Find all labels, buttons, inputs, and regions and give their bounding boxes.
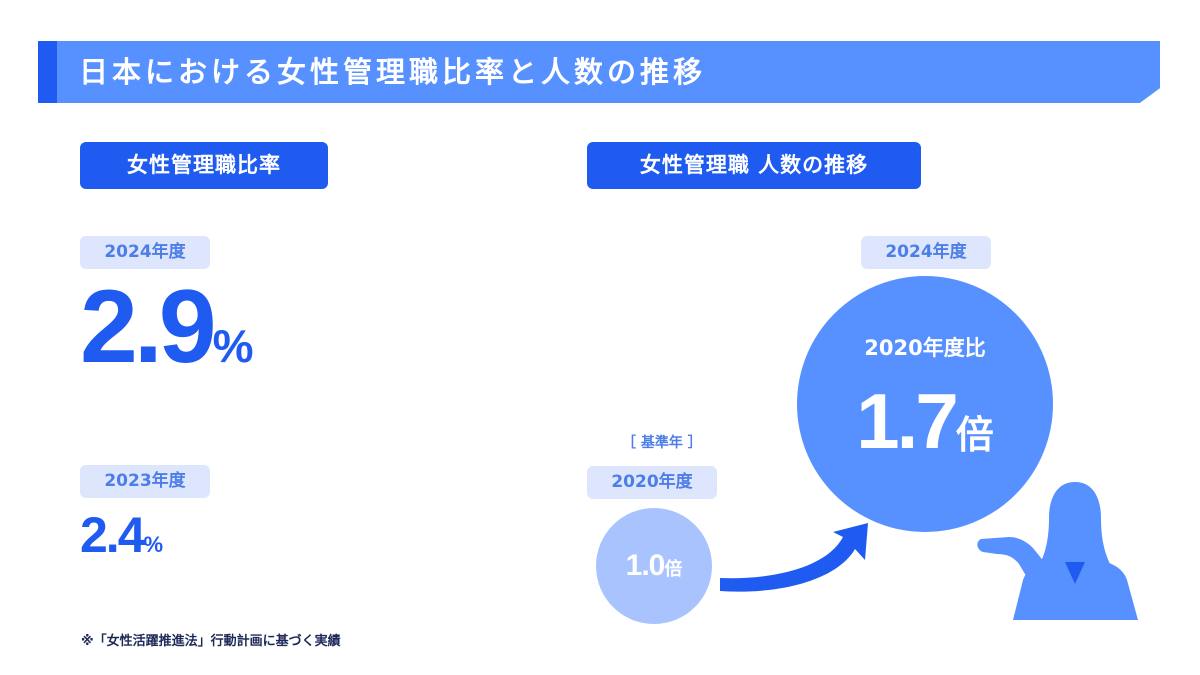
base-multiplier-number: 1.0 xyxy=(625,549,666,582)
growth-multiplier-number: 1.7 xyxy=(856,376,958,465)
base-multiplier-unit: 倍 xyxy=(664,559,683,579)
header-banner xyxy=(38,41,1160,103)
ratio-2024-unit: % xyxy=(212,320,254,372)
base-multiplier: 1.0倍 xyxy=(626,549,683,583)
presenter-woman-icon xyxy=(977,482,1138,620)
ratio-2024-value: 2.9% xyxy=(80,268,254,385)
ratio-2023-unit: % xyxy=(143,532,164,557)
base-year-circle: 1.0倍 xyxy=(596,508,712,624)
year-2024-pill: 2024年度 xyxy=(80,236,210,269)
ratio-heading: 女性管理職比率 xyxy=(80,142,328,189)
year-2024-headcount-pill: 2024年度 xyxy=(861,236,991,269)
ratio-2023-value: 2.4% xyxy=(80,506,163,566)
growth-multiplier-unit: 倍 xyxy=(955,414,994,457)
year-2023-pill: 2023年度 xyxy=(80,465,210,498)
compare-label: 2020年度比 xyxy=(864,335,986,360)
page-title: 日本における女性管理職比率と人数の推移 xyxy=(79,55,707,89)
ratio-2023-number: 2.4 xyxy=(80,507,146,563)
year-2020-pill: 2020年度 xyxy=(587,466,717,499)
ratio-2024-number: 2.9 xyxy=(80,269,217,385)
growth-arrow-icon xyxy=(720,523,868,592)
growth-circle: 2020年度比 1.7倍 xyxy=(797,276,1053,532)
header-accent-bar xyxy=(38,41,57,103)
growth-multiplier: 1.7倍 xyxy=(856,376,993,467)
footnote: ※「女性活躍推進法」行動計画に基づく実績 xyxy=(81,634,341,649)
headcount-heading: 女性管理職 人数の推移 xyxy=(587,142,921,189)
base-year-tag: ［ 基準年 ］ xyxy=(622,435,702,451)
